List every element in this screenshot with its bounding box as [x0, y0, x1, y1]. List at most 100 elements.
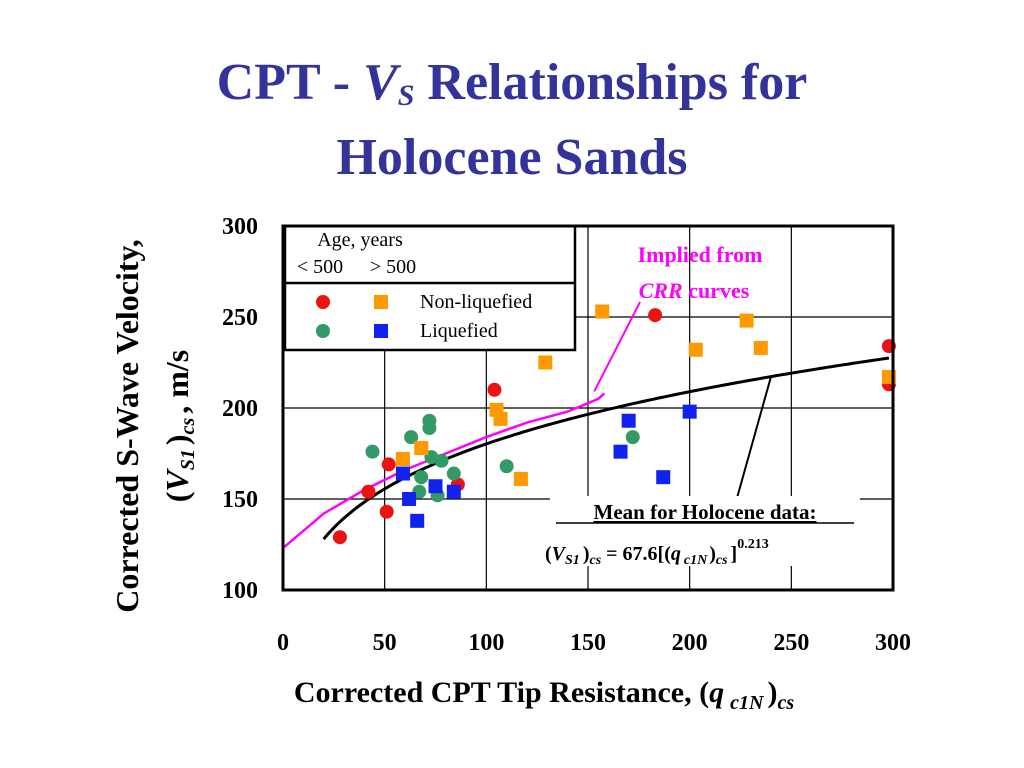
y-tick-label: 300: [222, 214, 258, 240]
x-tick-label: 300: [875, 630, 911, 656]
data-point-square: [621, 413, 636, 428]
eq-mid: = 67.6[(: [601, 543, 671, 565]
title-line-2: Holocene Sands: [336, 129, 688, 186]
legend-col-old: > 500: [370, 256, 416, 278]
eq-close2: ): [709, 543, 716, 565]
mean-annotation-bg: [550, 496, 860, 566]
legend-col-young: < 500: [297, 256, 343, 278]
crr-leader-line: [593, 301, 641, 392]
eq-open: (: [545, 543, 552, 565]
y-label-sub2: cs: [177, 418, 199, 435]
legend-marker-young-nonliq: [316, 295, 330, 309]
x-axis-label-sub2: cs: [777, 692, 794, 714]
data-point-square: [682, 404, 697, 419]
eq-close: ): [583, 543, 590, 565]
y-tick-label: 250: [222, 305, 258, 331]
x-axis-label-text: Corrected CPT Tip Resistance, (: [294, 676, 709, 709]
mean-annotation-heading: Mean for Holocene data:: [594, 500, 817, 524]
x-axis-label: Corrected CPT Tip Resistance, (q c1N)cs: [294, 676, 794, 714]
x-axis-label-sub: c1N: [730, 692, 765, 714]
title-v: V: [363, 54, 398, 111]
x-axis-label-close: ): [767, 676, 777, 709]
data-point-square: [493, 411, 508, 426]
crr-curve-line: [282, 392, 606, 550]
x-tick-labels: 0 50 100 150 200 250 300: [277, 630, 911, 656]
data-point-circle: [446, 466, 461, 481]
data-point-circle: [625, 430, 640, 445]
legend-title: Age, years: [317, 229, 403, 251]
data-point-circle: [422, 421, 437, 436]
y-axis-label: Corrected S-Wave Velocity, (VS1)cs , m/s: [109, 239, 199, 613]
y-label-open: (: [159, 492, 195, 503]
crr-rest: curves: [683, 278, 750, 303]
x-tick-label: 150: [570, 630, 606, 656]
title-rest: Relationships for: [414, 54, 808, 111]
y-tick-label: 150: [222, 487, 258, 513]
eq-cs2: cs: [716, 553, 728, 568]
plot-frame: [281, 224, 895, 592]
eq-cs1: cs: [589, 553, 601, 568]
crr-annotation-line-1: Implied from: [638, 242, 763, 267]
data-point-square: [428, 479, 443, 494]
x-axis-label-var: q: [709, 676, 724, 709]
data-point-square: [395, 466, 410, 481]
data-point-square: [688, 342, 703, 357]
x-tick-label: 200: [672, 630, 708, 656]
x-tick-label: 0: [277, 630, 289, 656]
y-label-var: V: [159, 468, 195, 492]
legend-marker-old-nonliq: [374, 295, 388, 309]
data-point-square: [595, 304, 610, 319]
data-point-circle: [499, 459, 514, 474]
y-label-close: ): [159, 434, 195, 445]
title-line-1: CPT - VS Relationships for: [0, 52, 1024, 127]
y-tick-labels: 100 150 200 250 300: [222, 214, 258, 604]
y-axis-label-line-2: (VS1)cs , m/s: [159, 350, 199, 502]
y-tick-label: 100: [222, 578, 258, 604]
data-point-square: [395, 451, 410, 466]
x-tick-label: 250: [773, 630, 809, 656]
legend: Age, years < 500 > 500 Non-liquefied Liq…: [283, 224, 577, 352]
legend-row-liquefied: Liquefied: [420, 320, 498, 342]
data-point-circle: [414, 470, 429, 485]
data-point-circle: [379, 504, 394, 519]
legend-box: [283, 224, 577, 352]
eq-end: ]: [731, 543, 738, 565]
legend-marker-old-liq: [374, 324, 388, 338]
data-point-square: [513, 471, 528, 486]
legend-row-nonliquefied: Non-liquefied: [420, 291, 532, 313]
data-point-circle: [648, 308, 663, 323]
data-point-circle: [361, 484, 376, 499]
crr-annotation-line-2: CRR curves: [639, 278, 750, 303]
mean-equation: (VS1)cs = 67.6[(q c1N)cs]0.213: [545, 537, 769, 568]
y-axis-label-line-1: Corrected S-Wave Velocity,: [109, 239, 145, 613]
data-point-circle: [332, 530, 347, 545]
mean-leader-line: [736, 376, 772, 499]
y-label-sub: S1: [177, 449, 199, 470]
title-prefix: CPT -: [216, 54, 364, 111]
data-point-square: [613, 444, 628, 459]
y-label-tail: , m/s: [159, 350, 195, 414]
legend-marker-young-liq: [316, 324, 330, 338]
data-point-square: [446, 484, 461, 499]
eq-v-sub: S1: [565, 553, 580, 568]
data-point-square: [538, 355, 553, 370]
y-tick-label: 200: [222, 396, 258, 422]
data-point-square: [656, 470, 671, 485]
data-point-circle: [381, 457, 396, 472]
title-v-sub: S: [397, 79, 415, 112]
data-point-circle: [487, 382, 502, 397]
x-tick-label: 50: [373, 630, 397, 656]
slide-title: CPT - VS Relationships for Holocene Sand…: [0, 52, 1024, 189]
data-point-square: [414, 441, 429, 456]
eq-q-sub: c1N: [684, 553, 708, 568]
data-point-square: [753, 340, 768, 355]
eq-exponent: 0.213: [737, 537, 769, 552]
data-point-square: [739, 313, 754, 328]
x-tick-label: 100: [468, 630, 504, 656]
data-point-circle: [365, 444, 380, 459]
data-point-square: [402, 492, 417, 506]
data-point-circle: [434, 453, 449, 468]
data-point-square: [410, 513, 425, 528]
eq-v: V: [552, 543, 567, 565]
